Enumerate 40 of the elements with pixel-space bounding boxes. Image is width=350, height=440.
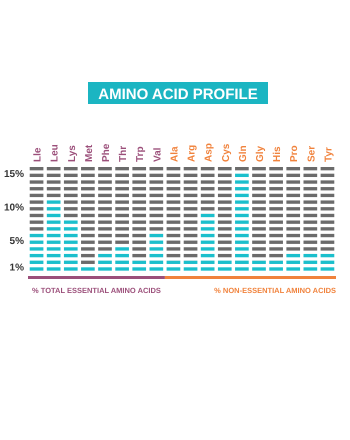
x-tick-label: Met [84, 144, 95, 162]
x-tick-label: Cys [220, 143, 232, 162]
x-tick-label: His [272, 146, 284, 162]
x-tick-label: Val [152, 147, 164, 162]
bar [320, 167, 334, 254]
bar [218, 167, 232, 260]
bar [303, 167, 318, 254]
bar [184, 167, 198, 261]
x-tick-label: Pro [289, 145, 300, 162]
x-tick-label: Lle [32, 147, 44, 162]
x-tick-label: Asp [204, 143, 215, 162]
x-tick-label: Ala [169, 146, 180, 162]
x-tick-label: Phe [101, 143, 112, 162]
bar [30, 167, 44, 233]
bar [235, 167, 249, 172]
bar [149, 167, 164, 234]
x-tick-label: Tyr [323, 147, 334, 162]
bar [98, 167, 112, 254]
x-tick-label: Ser [306, 146, 318, 162]
y-tick-label: 15% [4, 168, 24, 180]
bar [115, 167, 129, 246]
bar [269, 167, 283, 261]
bar [132, 167, 146, 261]
x-tick-label: Gly [255, 145, 266, 162]
x-tick-label: Leu [50, 144, 61, 162]
bar [286, 167, 300, 254]
bar [200, 167, 215, 214]
x-tick-label: Trp [135, 146, 146, 162]
bar [252, 167, 266, 261]
y-tick-label: 5% [10, 236, 24, 247]
x-tick-label: Thr [118, 146, 130, 162]
chart-title: AMINO ACID PROFILE [98, 86, 258, 103]
bar [46, 167, 61, 200]
x-tick-label: Gln [238, 145, 249, 162]
y-tick-label: 1% [10, 262, 24, 274]
bar [166, 167, 180, 261]
y-tick-label: 10% [4, 202, 24, 214]
x-tick-label: Arg [186, 144, 198, 162]
bar [81, 167, 95, 266]
x-tick-label: Lys [66, 144, 78, 162]
